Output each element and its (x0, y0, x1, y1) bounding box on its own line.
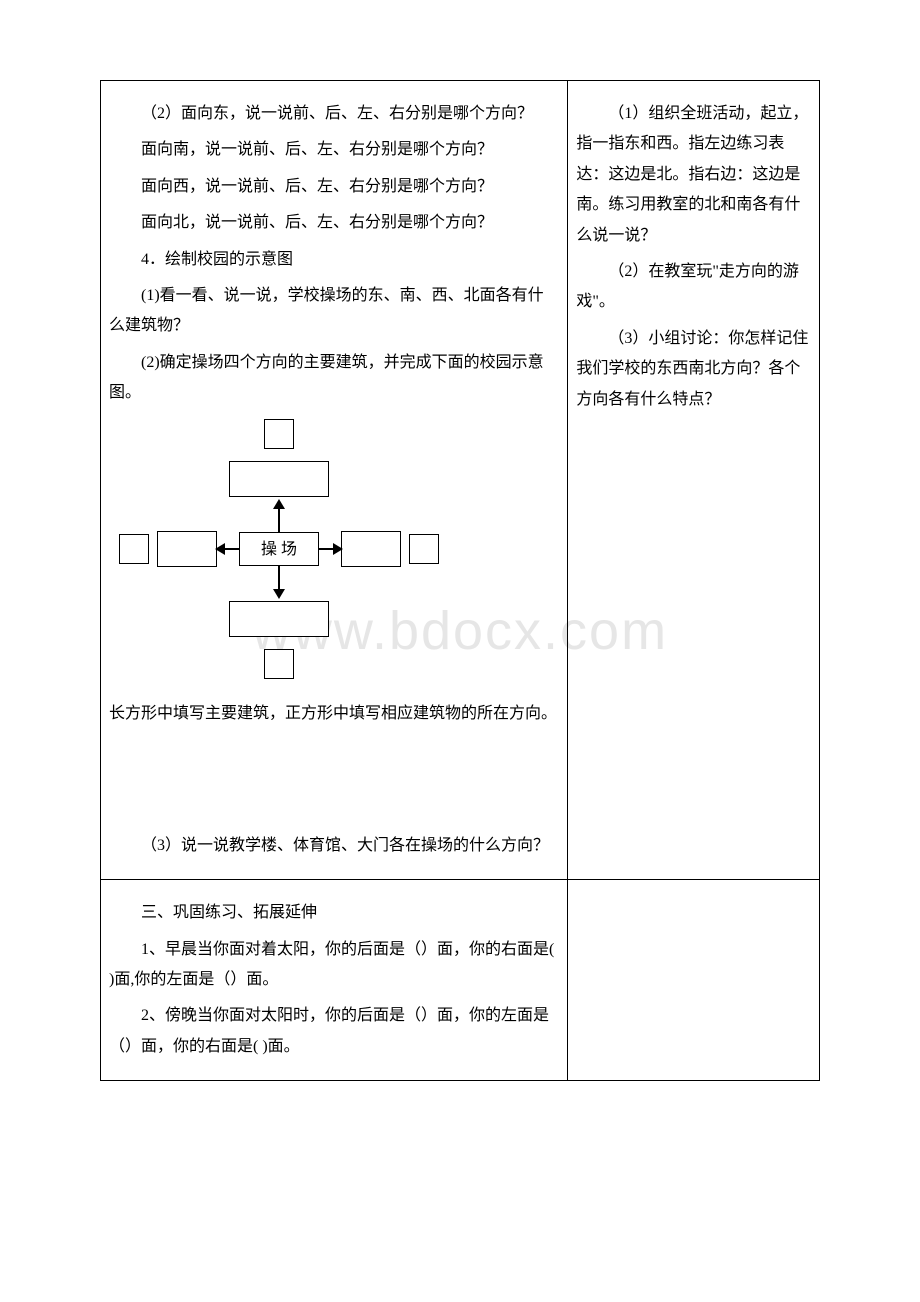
arrow-down-line (278, 566, 280, 591)
dir-square-top (264, 419, 294, 449)
para-section4: 4．绘制校园的示意图 (109, 245, 559, 275)
activity-3: （3）小组讨论：你怎样记住我们学校的东西南北方向？各个方向各有什么特点？ (576, 324, 811, 415)
table-row: （2）面向东，说一说前、后、左、右分别是哪个方向？ 面向南，说一说前、后、左、右… (101, 81, 820, 880)
arrow-up-line (278, 507, 280, 532)
section-3-title: 三、巩固练习、拓展延伸 (109, 898, 559, 928)
para-north: 面向北，说一说前、后、左、右分别是哪个方向？ (109, 208, 559, 238)
dir-square-bottom (264, 649, 294, 679)
right-cell-row1: （1）组织全班活动，起立，指一指东和西。指左边练习表达：这边是北。指右边：这边是… (568, 81, 820, 880)
building-rect-bottom (229, 601, 329, 637)
left-cell-row1: （2）面向东，说一说前、后、左、右分别是哪个方向？ 面向南，说一说前、后、左、右… (101, 81, 568, 880)
arrow-left-line (223, 548, 239, 550)
exercise-1: 1、早晨当你面对着太阳，你的后面是（）面，你的右面是( )面,你的左面是（）面。 (109, 935, 559, 996)
dir-square-left (119, 534, 149, 564)
arrow-left-head (215, 543, 225, 555)
left-cell-row2: 三、巩固练习、拓展延伸 1、早晨当你面对着太阳，你的后面是（）面，你的右面是( … (101, 880, 568, 1081)
right-cell-row2 (568, 880, 820, 1081)
arrow-down-head (273, 589, 285, 599)
lesson-table: （2）面向东，说一说前、后、左、右分别是哪个方向？ 面向南，说一说前、后、左、右… (100, 80, 820, 1081)
building-rect-left (157, 531, 217, 567)
arrow-up-head (273, 499, 285, 509)
activity-1: （1）组织全班活动，起立，指一指东和西。指左边练习表达：这边是北。指右边：这边是… (576, 99, 811, 251)
table-row: 三、巩固练习、拓展延伸 1、早晨当你面对着太阳，你的后面是（）面，你的右面是( … (101, 880, 820, 1081)
activity-2: （2）在教室玩"走方向的游戏"。 (576, 257, 811, 318)
dir-square-right (409, 534, 439, 564)
building-rect-right (341, 531, 401, 567)
para-diagram-note: 长方形中填写主要建筑，正方形中填写相应建筑物的所在方向。 (109, 699, 559, 729)
building-rect-top (229, 461, 329, 497)
arrow-right-head (333, 543, 343, 555)
para-west: 面向西，说一说前、后、左、右分别是哪个方向？ (109, 172, 559, 202)
para-q2: （2）面向东，说一说前、后、左、右分别是哪个方向？ (109, 99, 559, 129)
para-4-1: (1)看一看、说一说，学校操场的东、南、西、北面各有什么建筑物？ (109, 281, 559, 342)
para-4-3: （3）说一说教学楼、体育馆、大门各在操场的什么方向？ (109, 831, 559, 861)
para-south: 面向南，说一说前、后、左、右分别是哪个方向？ (109, 135, 559, 165)
exercise-2: 2、傍晚当你面对太阳时，你的后面是（）面，你的左面是（）面，你的右面是( )面。 (109, 1001, 559, 1062)
para-4-2: (2)确定操场四个方向的主要建筑，并完成下面的校园示意图。 (109, 348, 559, 409)
campus-diagram: 操 场 (119, 419, 439, 689)
center-playground: 操 场 (239, 532, 319, 566)
